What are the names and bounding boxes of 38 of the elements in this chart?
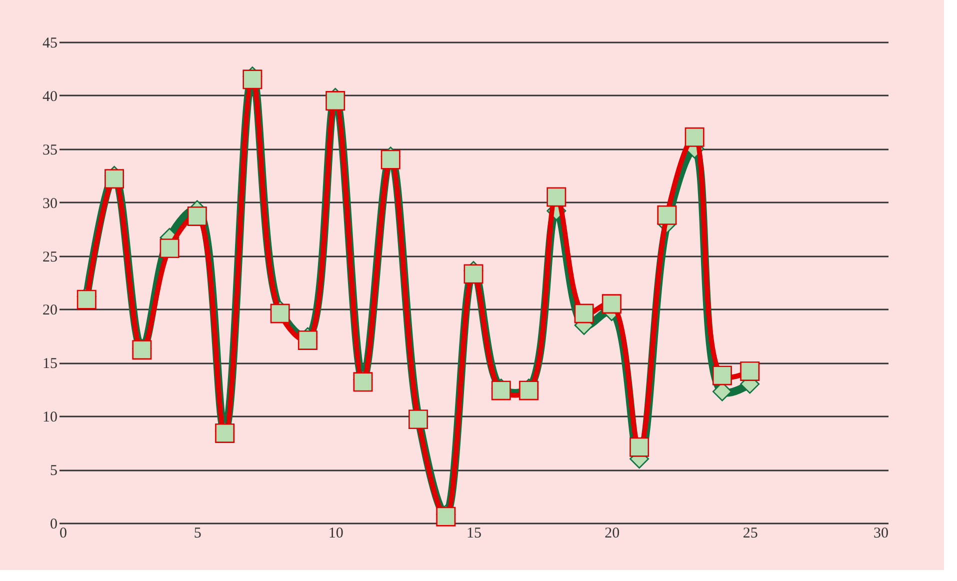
point (353, 372, 373, 392)
point (630, 437, 650, 457)
x-tick-label: 15 (466, 526, 482, 542)
y-tick-label: 35 (42, 142, 58, 158)
x-tick-label: 10 (328, 526, 344, 542)
y-tick-label: 20 (42, 302, 58, 319)
point (104, 169, 124, 189)
point (519, 380, 538, 400)
point (712, 366, 732, 386)
y-tick-label: 5 (50, 463, 58, 480)
point (326, 91, 346, 111)
point (436, 506, 456, 526)
point (380, 150, 400, 170)
point (270, 304, 290, 324)
point (76, 290, 96, 310)
x-tick-label: 25 (742, 526, 758, 542)
point (298, 330, 318, 350)
point (408, 410, 428, 430)
point (657, 205, 677, 225)
point (602, 294, 622, 314)
point (491, 380, 511, 400)
y-tick-label: 45 (42, 36, 58, 52)
y-tick-label: 30 (42, 196, 58, 212)
point (187, 206, 207, 226)
point (160, 238, 180, 258)
x-tick-label: 30 (874, 526, 888, 542)
y-tick-label: 15 (42, 356, 58, 372)
point (684, 127, 704, 147)
y-tick-label: 10 (42, 410, 58, 426)
point (242, 70, 262, 90)
y-tick-label: 25 (42, 249, 58, 266)
point (546, 187, 566, 207)
x-tick-label: 5 (194, 526, 202, 542)
x-tick-label: 20 (604, 526, 620, 542)
point (574, 304, 594, 324)
point (464, 264, 484, 284)
y-tick-label: 40 (42, 88, 58, 105)
point (740, 361, 760, 381)
